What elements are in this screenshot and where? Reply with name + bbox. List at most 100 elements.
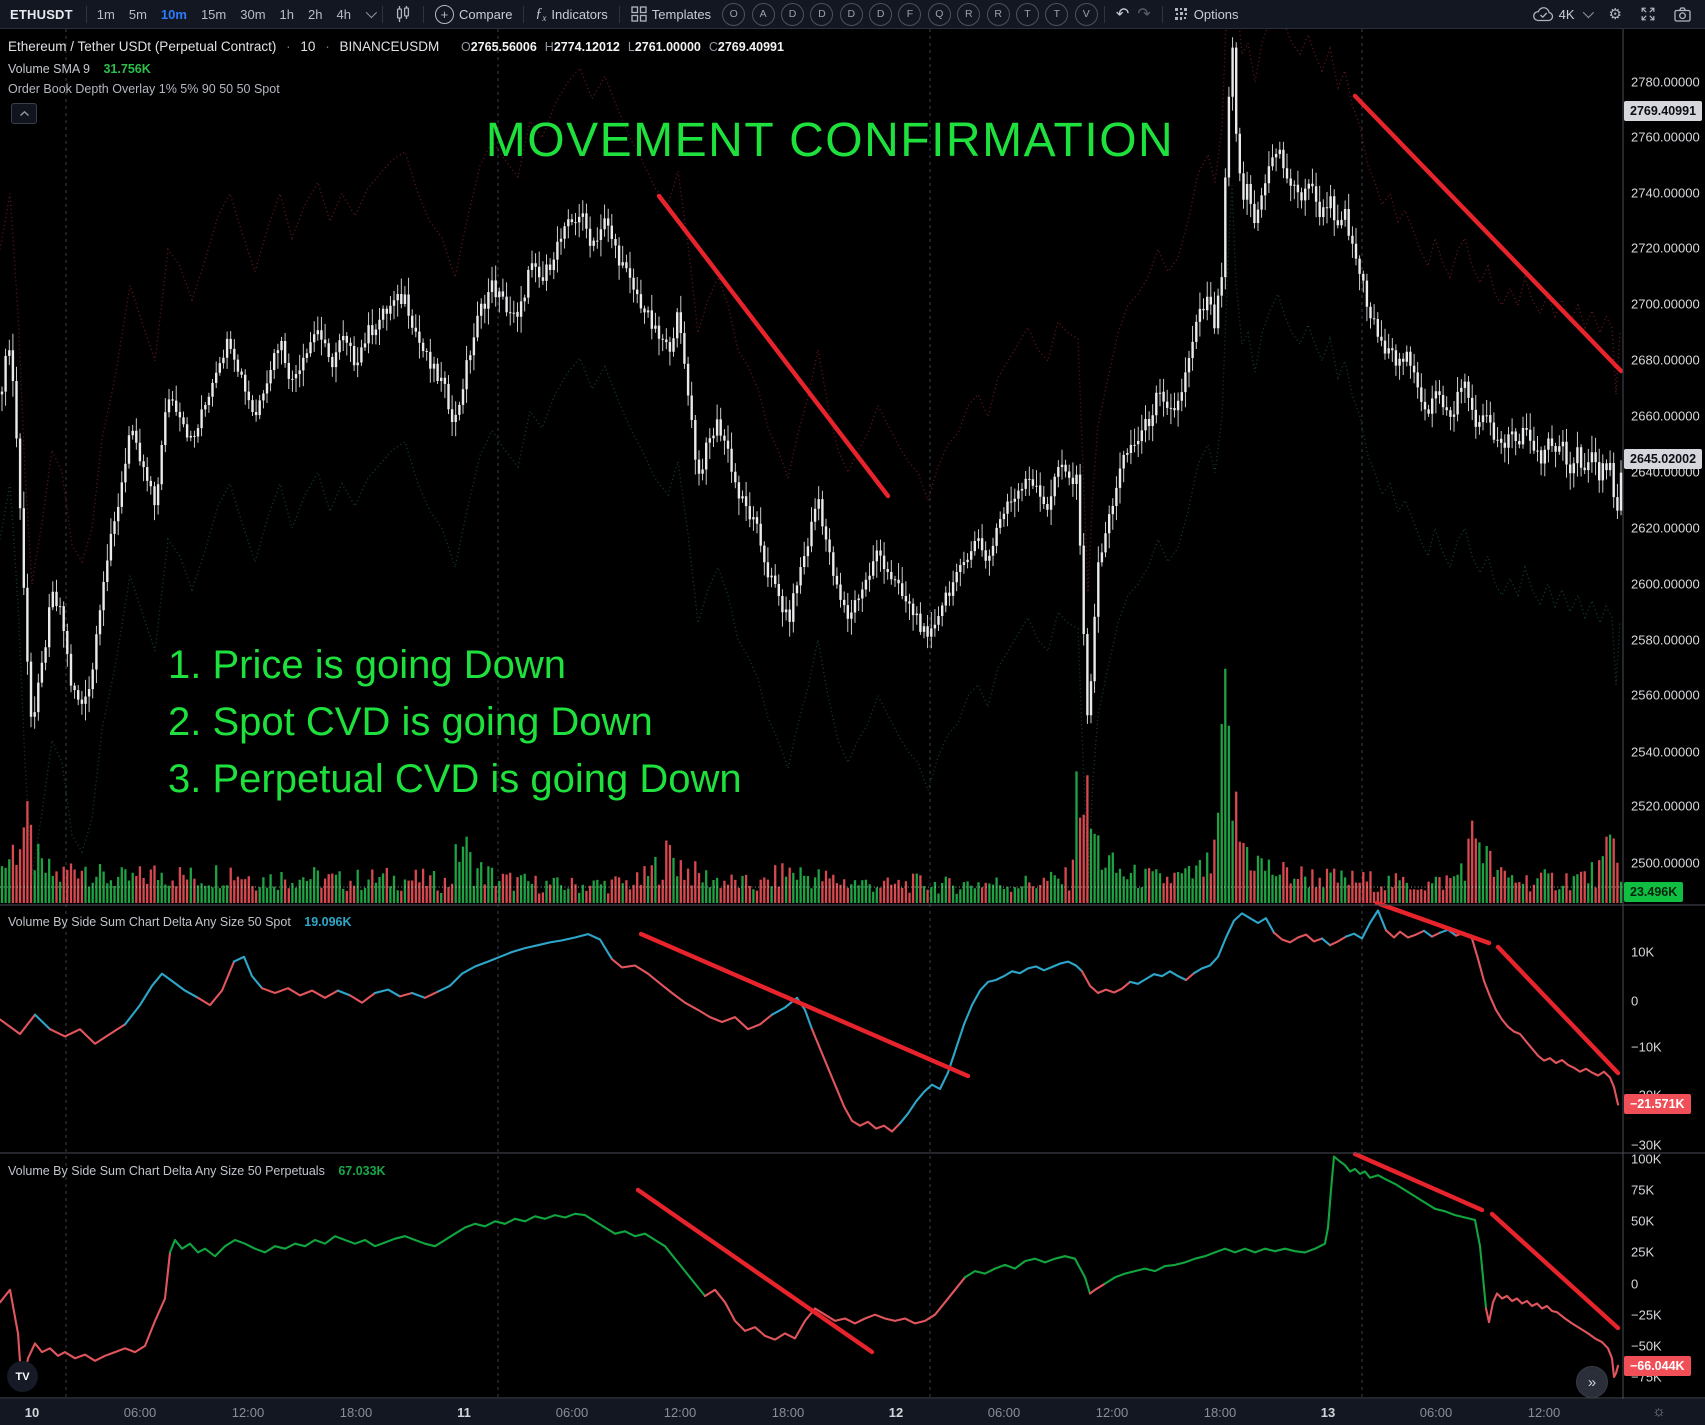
trendline-drawing-perp[interactable] [635,1187,875,1355]
spot-cvd-line-down [423,990,440,999]
compare-label: Compare [458,6,513,22]
timeframe-1m[interactable]: 1m [96,6,115,22]
chevron-down-icon [1582,6,1594,19]
time-axis[interactable] [0,1399,1705,1425]
symbol-button[interactable]: ETHUSDT [10,6,73,22]
timeframe-1h[interactable]: 1h [279,6,295,22]
price-axis-label: 2780.00000 [1631,74,1700,90]
toolbar-divider [618,5,620,23]
indicator-shortcut-r-8[interactable]: R [957,2,981,26]
spot-axis-label: 0 [1631,993,1639,1009]
trendline-drawing-main[interactable] [656,193,891,499]
perp-cvd-pane[interactable] [0,1154,1623,1398]
spot-cvd-line-up [373,988,402,998]
templates-button[interactable]: Templates [623,0,719,28]
indicator-shortcut-r-9[interactable]: R [986,2,1010,26]
ohlc-letter: C [708,40,718,54]
spot-cvd-line-up [1422,929,1434,938]
options-label: Options [1193,6,1239,22]
time-axis-label: 06:00 [555,1405,589,1420]
annotation-item-2[interactable]: 2. Spot CVD is going Down [168,700,653,744]
price-axis-label: 2540.00000 [1631,744,1700,760]
price-axis-label: 2580.00000 [1631,632,1700,648]
interval-label: 10 [300,39,316,54]
timeframe-4h[interactable]: 4h [336,6,351,22]
indicators-label: Indicators [551,6,608,22]
compare-button[interactable]: + Compare [427,0,520,28]
timeframe-30m[interactable]: 30m [240,6,266,22]
spot-cvd-label: Volume By Side Sum Chart Delta Any Size … [8,915,291,929]
price-axis-label: 2760.00000 [1631,129,1700,145]
indicator-shortcut-d-2[interactable]: D [780,2,804,26]
fullscreen-button[interactable] [1632,0,1664,28]
axis-badge: −21.571K [1624,1094,1691,1114]
cloud-save-button[interactable]: 4K [1525,0,1599,28]
settings-button[interactable]: ⚙ [1608,6,1622,23]
trendline-drawing-spot[interactable] [1495,944,1621,1076]
toolbar-right-group: 4K ⚙ [1525,0,1705,28]
timeframe-more-button[interactable] [358,0,379,28]
spot-cvd-line-up [436,933,614,993]
trendline-drawing-main[interactable] [1352,93,1624,374]
indicator-shortcut-q-7[interactable]: Q [927,2,951,26]
orderbook-overlay-legend[interactable]: Order Book Depth Overlay 1% 5% 90 50 50 … [8,82,280,96]
annotation-title[interactable]: MOVEMENT CONFIRMATION [485,114,1175,167]
annotation-item-3[interactable]: 3. Perpetual CVD is going Down [168,757,742,801]
timeframe-5m[interactable]: 5m [128,6,147,22]
indicator-shortcut-d-4[interactable]: D [839,2,863,26]
price-axis-label: 2700.00000 [1631,296,1700,312]
indicators-button[interactable]: ƒx Indicators [527,0,615,28]
snapshot-button[interactable] [1666,0,1699,28]
indicator-shortcut-t-10[interactable]: T [1015,2,1039,26]
timeframe-10m[interactable]: 10m [160,6,187,22]
theme-sun-icon[interactable]: ☼ [1652,1403,1666,1420]
price-axis-label: 2600.00000 [1631,576,1700,592]
templates-grid-icon [631,6,647,22]
tradingview-logo[interactable]: TV [7,1361,38,1392]
trendline-drawing-spot[interactable] [638,931,971,1079]
time-axis-label: 13 [1320,1405,1336,1420]
perp-axis-label: −50K [1631,1338,1662,1354]
perp-cvd-line-down [1484,1292,1620,1379]
legend-separator: · [286,39,291,54]
trendline-drawing-perp[interactable] [1352,1151,1485,1213]
indicator-shortcut-t-11[interactable]: T [1045,2,1069,26]
spot-cvd-line-up [410,991,427,999]
indicator-shortcut-f-6[interactable]: F [898,2,922,26]
undo-button[interactable]: ↶ [1115,6,1130,23]
toolbar-divider [381,5,383,23]
options-button[interactable]: Options [1166,0,1247,28]
volume-sma-legend[interactable]: Volume SMA 9 31.756K [8,62,151,76]
perp-axis-label: 75K [1631,1182,1655,1198]
timeframe-2h[interactable]: 2h [308,6,323,22]
perp-axis-label: −25K [1631,1307,1662,1323]
indicator-shortcut-d-5[interactable]: D [869,2,893,26]
price-axis-label: 2680.00000 [1631,352,1700,368]
trendline-drawing-spot[interactable] [1374,900,1492,946]
toolbar-divider [1161,5,1163,23]
chart-style-button[interactable] [386,0,420,28]
legend-collapse-button[interactable] [11,103,37,124]
indicator-shortcut-v-12[interactable]: V [1074,2,1098,26]
perp-cvd-legend[interactable]: Volume By Side Sum Chart Delta Any Size … [8,1164,386,1178]
orderbook-overlay-lower-line [0,185,1621,883]
spot-cvd-line-up [770,996,814,1031]
main-legend-row[interactable]: Ethereum / Tether USDt (Perpetual Contra… [8,39,784,54]
redo-button[interactable]: ↷ [1137,6,1151,23]
spot-cvd-line-up [898,960,1084,1125]
spot-cvd-legend[interactable]: Volume By Side Sum Chart Delta Any Size … [8,915,352,929]
indicator-shortcut-a-1[interactable]: A [751,2,775,26]
top-toolbar: ETHUSDT 1m 5m 10m 15m 30m 1h 2h 4h + Compare ƒx… [0,0,1705,29]
price-axis-label: 2560.00000 [1631,687,1700,703]
indicator-shortcut-d-3[interactable]: D [810,2,834,26]
trendline-drawing-perp[interactable] [1489,1211,1621,1331]
price-axis-label: 2620.00000 [1631,520,1700,536]
indicator-shortcut-o-0[interactable]: O [722,2,746,26]
timeframe-15m[interactable]: 15m [200,6,227,22]
axis-badge: 2769.40991 [1624,101,1703,121]
spot-cvd-pane[interactable] [0,906,1623,1153]
annotation-item-1[interactable]: 1. Price is going Down [168,643,566,687]
options-qr-icon [1174,7,1187,20]
scroll-right-button[interactable]: » [1576,1366,1608,1398]
